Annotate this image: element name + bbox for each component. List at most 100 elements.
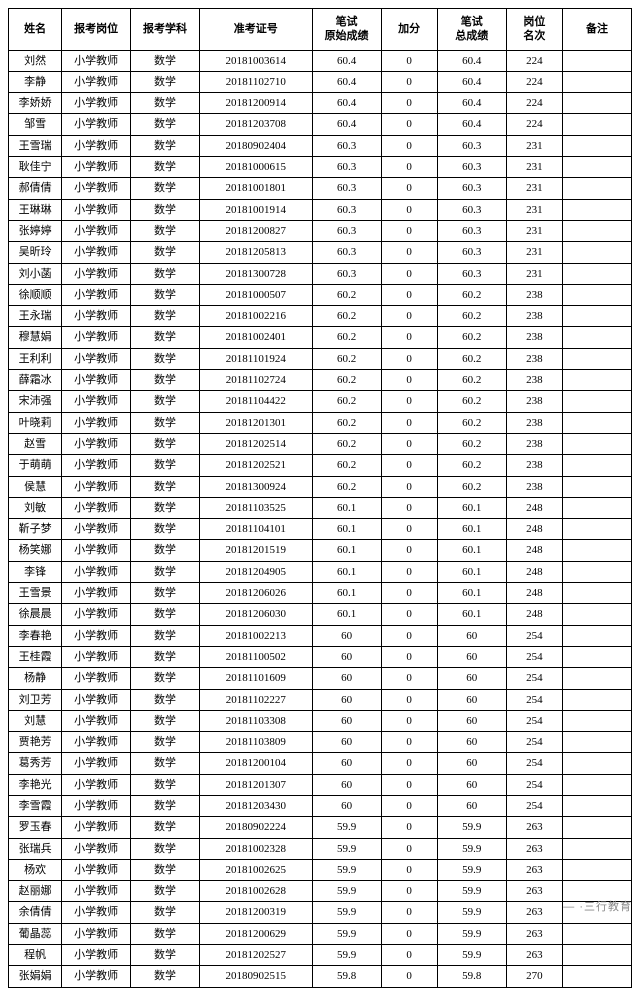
table-cell: 238 [506, 348, 562, 369]
table-cell: 60.1 [437, 561, 506, 582]
table-cell [563, 625, 632, 646]
table-row: 刘然小学教师数学2018100361460.4060.4224 [9, 50, 632, 71]
table-cell [563, 838, 632, 859]
table-cell: 20181103525 [199, 497, 312, 518]
exam-results-table: 姓名报考岗位报考学科准考证号笔试原始成绩加分笔试总成绩岗位名次备注 刘然小学教师… [8, 8, 632, 988]
table-cell: 李雪霞 [9, 795, 62, 816]
table-cell: 葡晶蕊 [9, 923, 62, 944]
table-cell: 余倩倩 [9, 902, 62, 923]
table-cell [563, 242, 632, 263]
table-cell: 60.1 [437, 540, 506, 561]
table-cell: 60.3 [437, 157, 506, 178]
table-cell [563, 604, 632, 625]
table-cell: 60.2 [312, 284, 381, 305]
table-row: 贾艳芳小学教师数学2018110380960060254 [9, 732, 632, 753]
table-cell: 小学教师 [62, 157, 131, 178]
table-cell: 238 [506, 455, 562, 476]
table-cell: 20181002401 [199, 327, 312, 348]
table-row: 李春艳小学教师数学2018100221360060254 [9, 625, 632, 646]
table-cell: 254 [506, 753, 562, 774]
table-cell: 刘小菡 [9, 263, 62, 284]
table-cell: 238 [506, 433, 562, 454]
table-cell: 数学 [131, 433, 200, 454]
table-cell: 60 [437, 795, 506, 816]
table-cell: 20180902404 [199, 135, 312, 156]
table-cell: 60.3 [312, 157, 381, 178]
table-cell: 数学 [131, 945, 200, 966]
table-cell: 263 [506, 945, 562, 966]
table-cell: 20181000507 [199, 284, 312, 305]
table-cell: 59.9 [312, 859, 381, 880]
table-cell: 李娇娇 [9, 93, 62, 114]
table-cell [563, 412, 632, 433]
table-cell: 小学教师 [62, 242, 131, 263]
table-cell: 59.9 [312, 902, 381, 923]
table-cell: 数学 [131, 561, 200, 582]
table-cell: 0 [381, 135, 437, 156]
table-cell: 20181300728 [199, 263, 312, 284]
table-row: 李雪霞小学教师数学2018120343060060254 [9, 795, 632, 816]
table-cell: 数学 [131, 50, 200, 71]
table-row: 靳子梦小学教师数学2018110410160.1060.1248 [9, 519, 632, 540]
table-cell: 小学教师 [62, 306, 131, 327]
table-cell: 254 [506, 732, 562, 753]
table-cell: 小学教师 [62, 923, 131, 944]
table-cell: 263 [506, 923, 562, 944]
table-cell: 248 [506, 519, 562, 540]
table-cell [563, 306, 632, 327]
table-cell: 20181103809 [199, 732, 312, 753]
table-cell: 59.9 [312, 923, 381, 944]
table-cell: 20181203430 [199, 795, 312, 816]
table-row: 徐顺顺小学教师数学2018100050760.2060.2238 [9, 284, 632, 305]
table-cell: 20181200319 [199, 902, 312, 923]
table-cell: 数学 [131, 668, 200, 689]
table-cell: 0 [381, 199, 437, 220]
table-cell: 杨笑娜 [9, 540, 62, 561]
table-cell: 0 [381, 753, 437, 774]
table-cell: 20181202527 [199, 945, 312, 966]
table-cell: 59.9 [437, 923, 506, 944]
table-cell: 小学教师 [62, 519, 131, 540]
table-cell: 60.1 [312, 583, 381, 604]
table-cell: 60 [312, 625, 381, 646]
table-cell: 0 [381, 263, 437, 284]
table-cell: 60.2 [437, 412, 506, 433]
table-cell: 60.1 [437, 519, 506, 540]
table-cell: 侯慧 [9, 476, 62, 497]
table-cell: 葛秀芳 [9, 753, 62, 774]
table-cell: 0 [381, 242, 437, 263]
table-cell: 0 [381, 306, 437, 327]
table-cell: 60.3 [437, 199, 506, 220]
table-cell: 231 [506, 242, 562, 263]
table-cell: 60.1 [437, 583, 506, 604]
table-cell: 20181300924 [199, 476, 312, 497]
table-cell: 宋沛强 [9, 391, 62, 412]
table-row: 李艳光小学教师数学2018120130760060254 [9, 774, 632, 795]
table-cell: 254 [506, 710, 562, 731]
table-cell: 60 [437, 774, 506, 795]
table-cell: 0 [381, 50, 437, 71]
table-cell: 60.4 [437, 71, 506, 92]
table-cell: 231 [506, 199, 562, 220]
column-header: 报考岗位 [62, 9, 131, 51]
table-cell: 张娟娟 [9, 966, 62, 987]
table-cell: 叶晓莉 [9, 412, 62, 433]
table-cell: 20181001914 [199, 199, 312, 220]
table-row: 李静小学教师数学2018110271060.4060.4224 [9, 71, 632, 92]
table-row: 邹雪小学教师数学2018120370860.4060.4224 [9, 114, 632, 135]
table-cell: 小学教师 [62, 795, 131, 816]
table-cell: 数学 [131, 71, 200, 92]
table-cell [563, 795, 632, 816]
table-cell: 0 [381, 561, 437, 582]
table-cell: 238 [506, 412, 562, 433]
table-cell: 0 [381, 604, 437, 625]
table-cell: 王桂霞 [9, 646, 62, 667]
table-cell: 60.2 [312, 348, 381, 369]
table-cell: 238 [506, 476, 562, 497]
table-cell: 224 [506, 114, 562, 135]
table-cell: 0 [381, 93, 437, 114]
table-cell: 小学教师 [62, 646, 131, 667]
table-cell: 20181204905 [199, 561, 312, 582]
table-cell: 0 [381, 71, 437, 92]
table-cell: 238 [506, 284, 562, 305]
